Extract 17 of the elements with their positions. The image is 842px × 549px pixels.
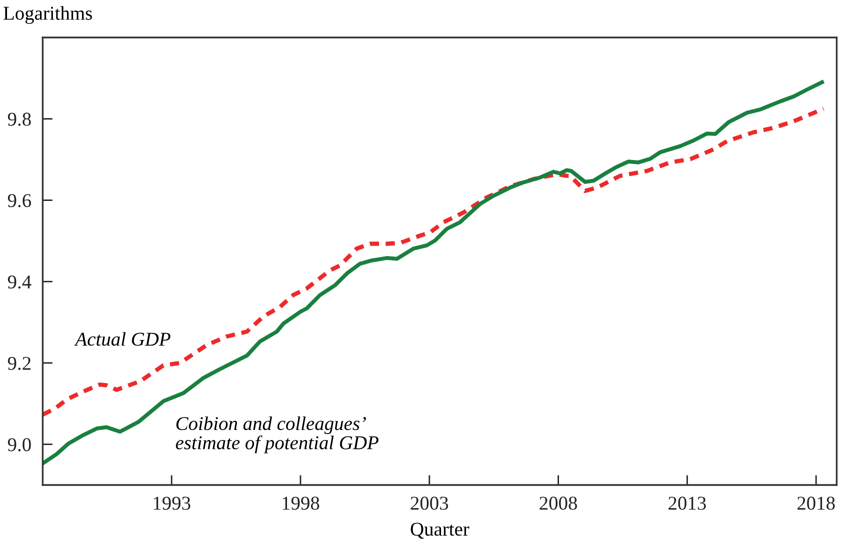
line-series — [42, 80, 824, 466]
y-tick-label: 9.4 — [8, 275, 32, 289]
x-tick-label: 2003 — [410, 496, 448, 510]
line-series — [42, 106, 826, 417]
y-tick-label: 9.8 — [8, 112, 31, 126]
series-label: Coibion and colleagues’ estimate of potential GDP — [176, 416, 378, 454]
x-tick-label: 1993 — [154, 496, 190, 510]
x-tick-label: 2008 — [540, 496, 577, 510]
x-tick-label: 1998 — [282, 496, 320, 510]
y-tick-label: 9.0 — [8, 438, 31, 452]
x-axis-title: Quarter — [410, 522, 470, 539]
series-label: Actual GDP — [74, 332, 170, 346]
y-axis-title: Logarithms — [4, 6, 92, 24]
y-tick-label: 9.2 — [8, 356, 31, 370]
y-tick-label: 9.6 — [8, 194, 32, 208]
x-tick-label: 2013 — [668, 496, 706, 510]
x-tick-label: 2018 — [797, 496, 835, 510]
